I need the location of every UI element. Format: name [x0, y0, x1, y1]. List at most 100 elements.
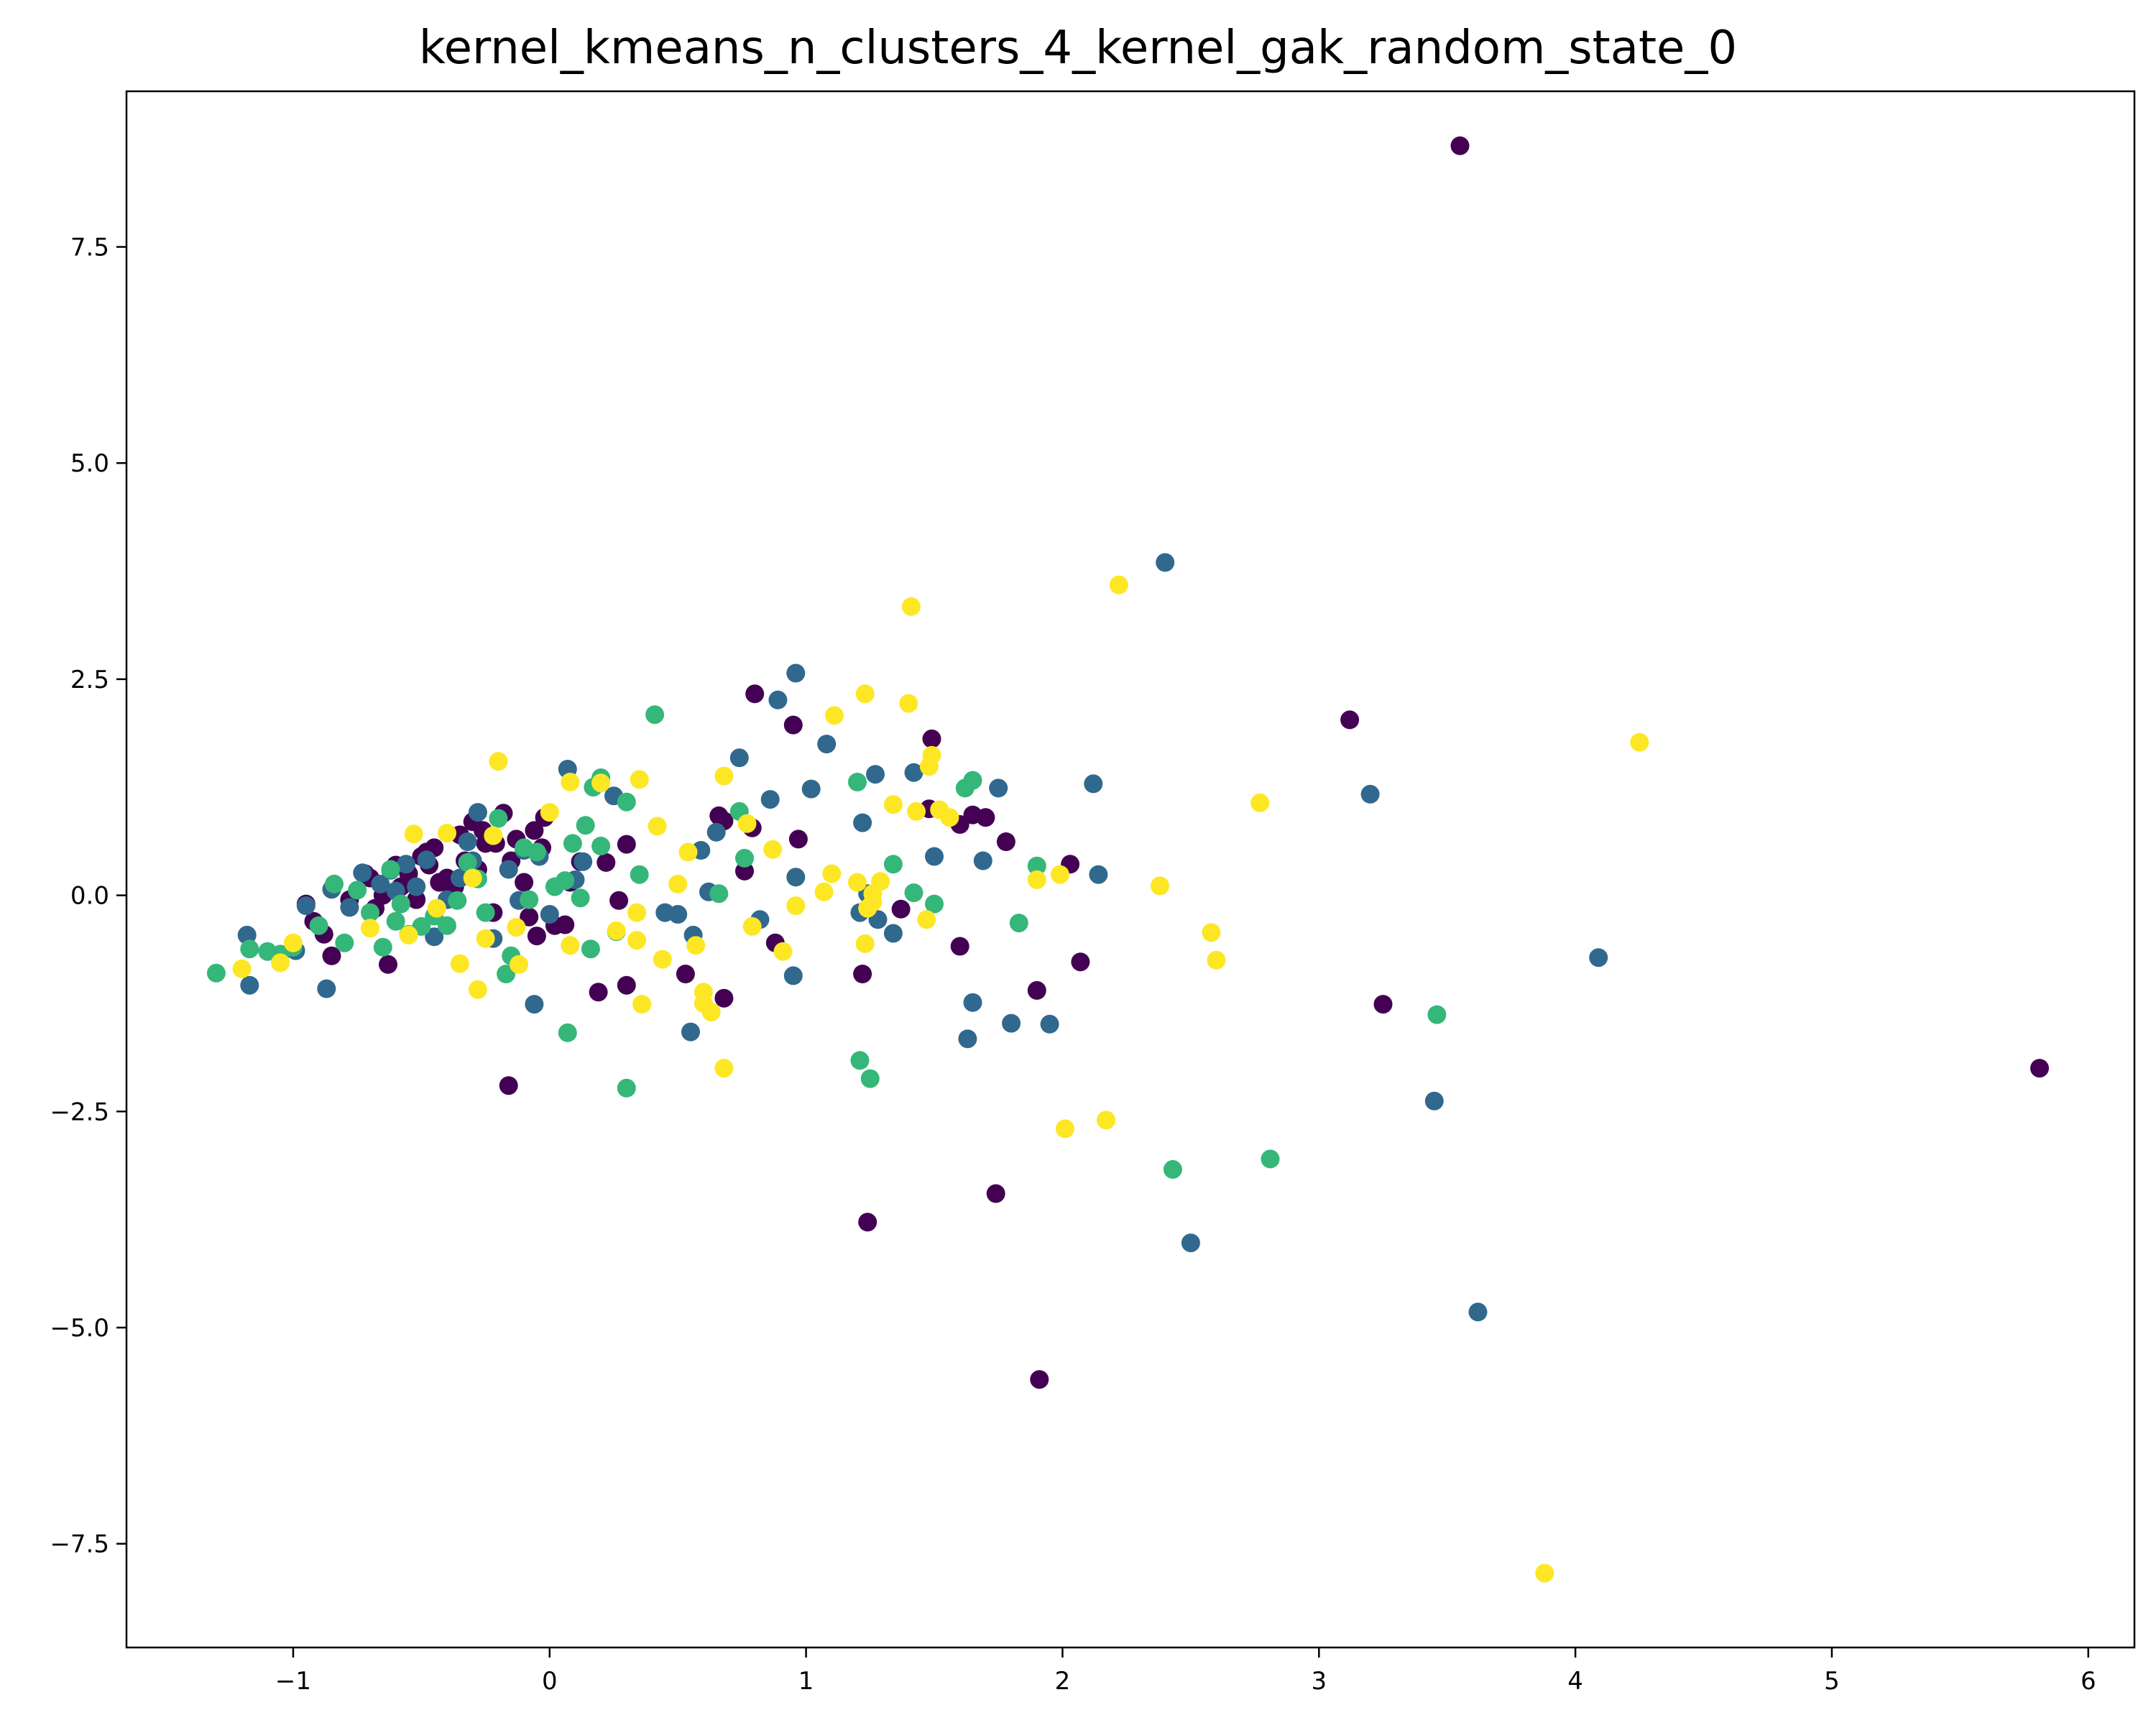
- data-point: [773, 942, 793, 961]
- data-point: [576, 816, 595, 835]
- data-point: [617, 975, 636, 995]
- data-point: [361, 903, 379, 922]
- data-point: [561, 773, 580, 791]
- data-point: [899, 694, 918, 713]
- data-point: [283, 933, 303, 952]
- data-point: [240, 939, 259, 959]
- y-axis: −7.5 −5.0 −2.5 0.0 2.5 5.0 7.5: [50, 234, 126, 1559]
- data-point: [340, 898, 359, 917]
- data-point: [801, 779, 821, 799]
- data-point: [855, 934, 875, 953]
- data-point: [609, 891, 629, 910]
- data-point: [822, 864, 842, 883]
- data-point: [1050, 865, 1069, 884]
- data-point: [1450, 136, 1470, 155]
- data-point: [925, 894, 944, 914]
- data-point: [489, 752, 508, 771]
- data-point: [448, 891, 467, 910]
- data-point: [1181, 1233, 1200, 1253]
- data-point: [1250, 793, 1270, 812]
- data-point: [907, 801, 926, 821]
- data-point: [1009, 914, 1028, 933]
- data-point: [507, 918, 526, 937]
- data-point: [489, 809, 508, 828]
- series-0: [296, 136, 2049, 1389]
- data-point: [407, 890, 426, 909]
- data-point: [742, 916, 762, 936]
- data-point: [1027, 980, 1046, 1000]
- data-point: [1002, 1014, 1021, 1033]
- data-point: [950, 937, 969, 956]
- data-point: [853, 965, 872, 983]
- data-point: [714, 1059, 734, 1078]
- data-point: [463, 868, 482, 888]
- data-point: [1151, 876, 1169, 896]
- data-point: [450, 868, 469, 888]
- data-point: [1207, 950, 1226, 970]
- data-point: [1340, 710, 1360, 730]
- data-point: [325, 874, 344, 893]
- data-point: [768, 690, 788, 709]
- y-tick-label: 0.0: [70, 882, 109, 911]
- data-point: [240, 975, 259, 995]
- data-point: [396, 855, 415, 874]
- data-point: [904, 883, 923, 902]
- data-point: [1468, 1302, 1488, 1322]
- data-point: [706, 822, 726, 842]
- data-point: [860, 1069, 880, 1088]
- data-point: [686, 936, 706, 955]
- data-point: [450, 954, 469, 973]
- data-point: [1163, 1159, 1182, 1179]
- series-1: [237, 553, 1608, 1322]
- data-point: [1630, 732, 1649, 752]
- y-tick-label: 5.0: [70, 449, 109, 478]
- data-point: [1040, 1014, 1059, 1034]
- data-point: [917, 910, 936, 929]
- data-point: [407, 877, 426, 896]
- data-point: [1589, 948, 1608, 968]
- plot-frame: [125, 90, 2136, 1649]
- x-tick-label: 5: [1824, 1667, 1840, 1696]
- data-point: [925, 847, 944, 866]
- data-point: [955, 778, 975, 798]
- data-point: [232, 959, 252, 978]
- data-point: [958, 1029, 977, 1049]
- x-tick-label: 1: [798, 1667, 814, 1696]
- x-tick-label: 4: [1567, 1667, 1583, 1696]
- data-point: [438, 824, 456, 842]
- data-point: [545, 877, 564, 896]
- data-point: [561, 936, 580, 955]
- data-point: [371, 874, 390, 893]
- data-point: [986, 1184, 1005, 1203]
- data-point: [335, 933, 354, 952]
- data-point: [499, 860, 518, 879]
- data-point: [824, 706, 844, 725]
- data-point: [891, 899, 911, 919]
- data-point: [1027, 870, 1046, 889]
- data-point: [353, 863, 372, 883]
- data-point: [786, 896, 806, 915]
- data-point: [607, 921, 626, 940]
- data-point: [1427, 1005, 1447, 1024]
- data-point: [627, 931, 647, 950]
- data-point: [476, 903, 495, 922]
- data-point: [515, 873, 534, 892]
- data-point: [520, 890, 539, 909]
- data-point: [1071, 952, 1090, 972]
- data-point: [1097, 1111, 1116, 1130]
- data-point: [617, 792, 636, 812]
- data-point: [309, 916, 328, 935]
- data-point: [1156, 553, 1175, 572]
- data-point: [963, 993, 982, 1012]
- data-point: [853, 813, 872, 832]
- data-point: [1056, 1119, 1074, 1139]
- data-point: [373, 937, 392, 957]
- data-point: [848, 873, 867, 892]
- data-point: [745, 684, 765, 704]
- data-point: [701, 1003, 721, 1021]
- data-point: [458, 852, 477, 872]
- data-point: [850, 1051, 870, 1070]
- data-point: [858, 899, 877, 918]
- data-point: [468, 803, 487, 822]
